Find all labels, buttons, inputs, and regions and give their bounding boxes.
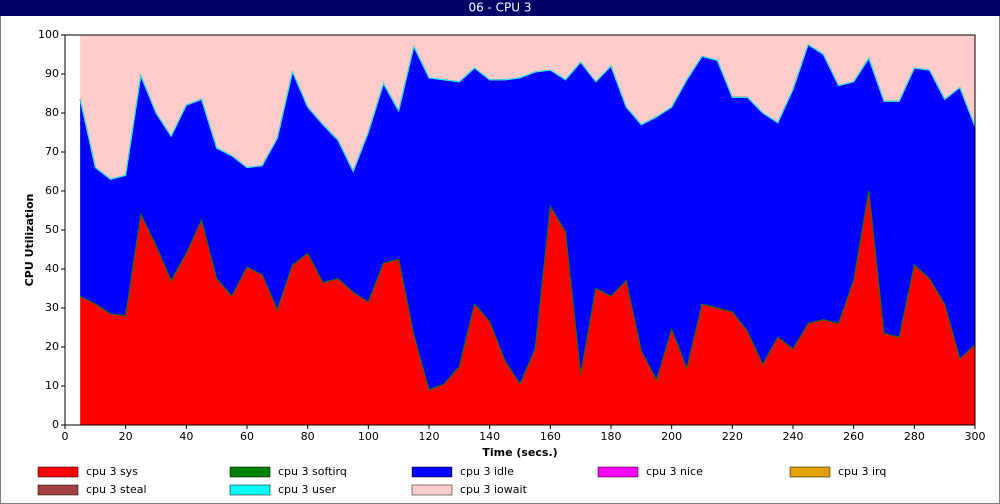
y-tick-label: 80 bbox=[45, 106, 59, 119]
x-tick-label: 240 bbox=[783, 430, 804, 443]
legend-swatch bbox=[37, 484, 79, 496]
x-tick-label: 160 bbox=[540, 430, 561, 443]
series-area bbox=[80, 44, 975, 390]
legend-label: cpu 3 steal bbox=[86, 483, 147, 496]
y-tick-label: 10 bbox=[45, 379, 59, 392]
x-tick-label: 180 bbox=[601, 430, 622, 443]
legend-label: cpu 3 irq bbox=[838, 465, 886, 478]
y-tick-label: 100 bbox=[38, 28, 59, 41]
y-tick-label: 90 bbox=[45, 67, 59, 80]
legend-swatch bbox=[411, 466, 453, 478]
legend-swatch bbox=[229, 484, 271, 496]
x-tick-label: 80 bbox=[301, 430, 315, 443]
x-tick-label: 120 bbox=[419, 430, 440, 443]
legend-label: cpu 3 nice bbox=[646, 465, 703, 478]
chart-title: 06 - CPU 3 bbox=[468, 1, 531, 15]
y-tick-label: 50 bbox=[45, 223, 59, 236]
y-tick-label: 0 bbox=[52, 418, 59, 431]
x-tick-label: 280 bbox=[904, 430, 925, 443]
legend-swatch bbox=[37, 466, 79, 478]
title-bar bbox=[0, 0, 1000, 16]
series-line bbox=[79, 190, 976, 391]
legend-label: cpu 3 softirq bbox=[278, 465, 347, 478]
y-tick-label: 70 bbox=[45, 145, 59, 158]
y-tick-label: 30 bbox=[45, 301, 59, 314]
y-tick-label: 60 bbox=[45, 184, 59, 197]
x-tick-label: 200 bbox=[661, 430, 682, 443]
legend-label: cpu 3 sys bbox=[86, 465, 138, 478]
y-axis-label: CPU Utilization bbox=[23, 194, 36, 287]
x-tick-label: 140 bbox=[479, 430, 500, 443]
legend-label: cpu 3 user bbox=[278, 483, 336, 496]
legend-swatch bbox=[789, 466, 831, 478]
x-tick-label: 40 bbox=[179, 430, 193, 443]
legend-swatch bbox=[597, 466, 639, 478]
series-line bbox=[79, 43, 976, 180]
series-area bbox=[80, 191, 975, 425]
legend-swatch bbox=[411, 484, 453, 496]
x-tick-label: 100 bbox=[358, 430, 379, 443]
x-tick-label: 220 bbox=[722, 430, 743, 443]
y-tick-label: 40 bbox=[45, 262, 59, 275]
x-tick-label: 60 bbox=[240, 430, 254, 443]
x-tick-label: 300 bbox=[965, 430, 986, 443]
x-tick-label: 260 bbox=[843, 430, 864, 443]
y-tick-label: 20 bbox=[45, 340, 59, 353]
x-axis-label: Time (secs.) bbox=[482, 446, 557, 459]
legend-label: cpu 3 idle bbox=[460, 465, 514, 478]
series-area bbox=[80, 35, 975, 180]
x-tick-label: 0 bbox=[62, 430, 69, 443]
legend-swatch bbox=[229, 466, 271, 478]
legend-label: cpu 3 iowait bbox=[460, 483, 528, 496]
x-tick-label: 20 bbox=[119, 430, 133, 443]
